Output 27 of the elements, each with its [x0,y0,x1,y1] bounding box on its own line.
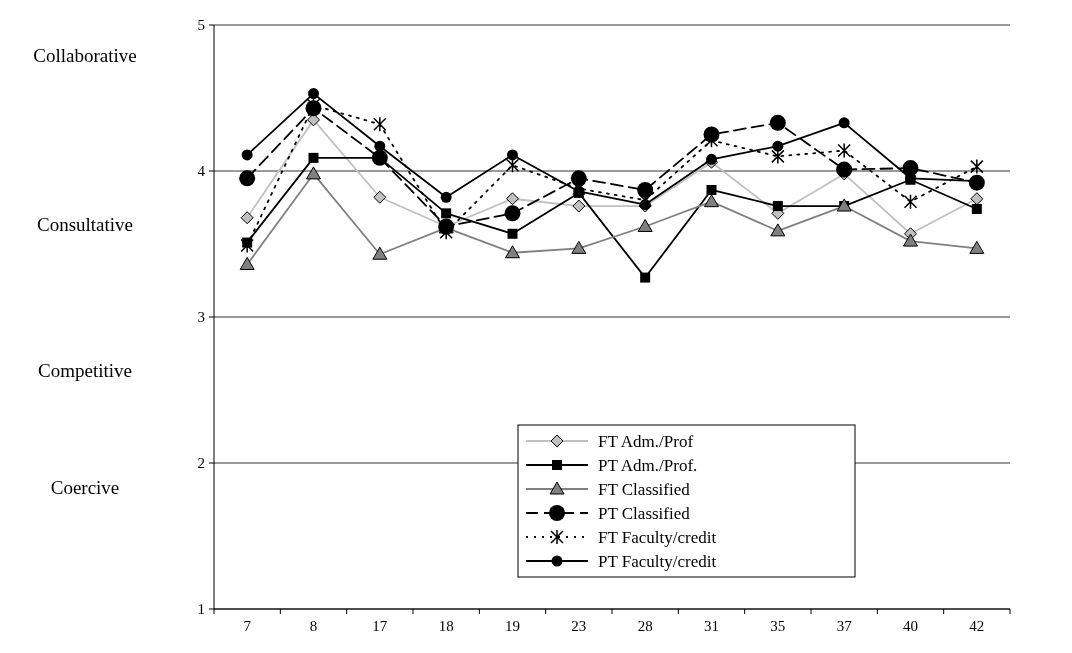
text: Competitive [38,359,132,381]
y-tick-label: 3 [197,309,205,325]
y-tick-label: 2 [197,455,205,471]
x-tick-label: 40 [903,618,918,634]
x-tick-label: 23 [571,618,587,634]
text: Consultative [36,213,134,235]
x-tick-label: 7 [243,618,252,634]
y-tick-label: 5 [197,17,205,33]
text: Collaborative [33,44,137,66]
x-tick-label: 17 [372,618,388,634]
legend-label: FT Classified [598,479,691,499]
legend-label: PT Faculty/credit [598,551,717,571]
text: Coercive [50,476,120,498]
y-tick-label: 1 [197,601,205,617]
legend-label: FT Adm./Prof [598,431,694,451]
x-tick-label: 19 [505,618,520,634]
y-tick-label: 4 [197,163,206,179]
x-tick-label: 8 [309,618,318,634]
legend-label: PT Classified [598,503,691,523]
x-tick-label: 42 [969,618,985,634]
legend-label: FT Faculty/credit [598,527,717,547]
legend-label: PT Adm./Prof. [598,455,698,475]
x-tick-label: 31 [704,618,719,634]
x-tick-label: 35 [770,618,786,634]
x-tick-label: 28 [637,618,653,634]
x-tick-label: 37 [836,618,853,634]
x-tick-label: 18 [438,618,454,634]
